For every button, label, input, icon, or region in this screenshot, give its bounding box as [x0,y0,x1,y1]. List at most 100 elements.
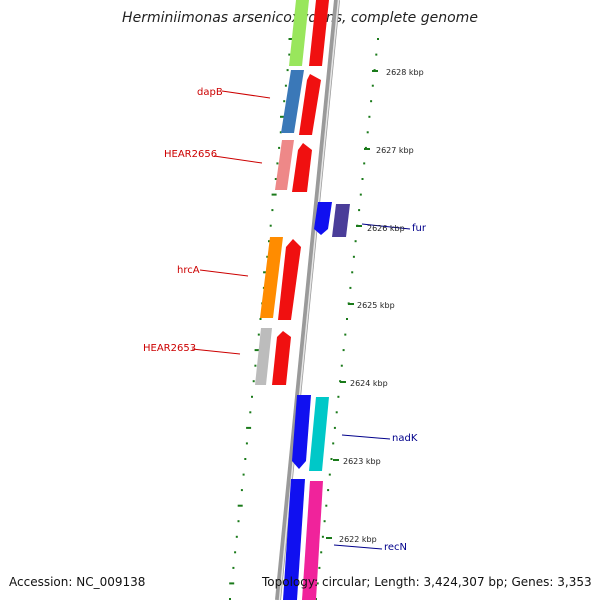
left-tick-18 [259,318,262,320]
genome-backbone [275,0,340,600]
left-tick-34 [232,566,235,569]
genome-backbone-highlight [278,0,340,600]
gene-label-dapb: dapB [197,87,223,98]
left-tick-11 [271,209,274,212]
scale-label-2626: 2626 kbp [367,224,405,233]
feature-nadk-blue-arrow[interactable] [292,395,311,469]
feature-hear2656-pink[interactable] [275,140,294,190]
right-tick-7 [364,146,367,149]
scale-label-2624: 2624 kbp [350,379,388,388]
right-tick-35 [316,582,319,585]
right-tick-3 [371,84,374,87]
right-tick-31 [323,520,326,523]
left-tick-28 [242,473,245,476]
right-tick-29 [327,489,330,492]
right-tick-23 [337,395,340,398]
left-tick-36 [229,598,231,600]
scale-label-2625: 2625 kbp [357,301,395,310]
gene-label-recn: recN [384,542,407,553]
left-tick-20 [254,349,260,352]
right-tick-9 [361,178,364,180]
left-tick-8 [276,162,279,165]
right-tick-26 [332,442,335,445]
feature-nadk-cyan[interactable] [309,397,329,471]
left-tick-25 [246,426,252,429]
right-tick-27 [330,458,333,460]
left-tick-24 [249,411,252,414]
left-tick-4 [283,100,286,103]
left-tick-33 [234,551,237,554]
left-tick-15 [263,271,269,274]
feature-hear2653-red-arrow[interactable] [272,331,291,385]
feature-dapb-red-arrow[interactable] [299,74,321,135]
right-tick-18 [346,318,348,320]
topology-label: Topology: circular; Length: 3,424,307 bp… [262,575,592,589]
feature-recn-blue[interactable] [283,479,305,600]
left-tick-21 [254,364,257,367]
right-tick-20 [342,349,345,352]
left-tick-2 [286,69,289,72]
right-tick-21 [340,364,343,367]
gene-label-hrca: hrcA [177,265,200,276]
scale-label-2627: 2627 kbp [376,146,414,155]
right-tick-33 [320,551,323,554]
right-tick-8 [363,162,366,165]
feature-dapb-blue[interactable] [281,70,304,133]
left-tick-26 [245,442,248,445]
gene-label-hear2653: HEAR2653 [143,343,196,354]
right-tick-11 [358,209,361,212]
left-tick-10 [271,193,277,196]
right-tick-4 [370,100,373,103]
left-tick-13 [268,240,270,243]
left-tick-0 [288,38,294,40]
left-tick-7 [278,146,281,149]
left-tick-30 [237,504,243,507]
right-tick-15 [351,271,354,274]
left-tick-22 [252,380,255,383]
feature-recn-magenta[interactable] [302,481,323,600]
right-tick-28 [328,473,331,476]
right-tick-14 [352,255,355,258]
left-tick-1 [288,53,291,56]
right-tick-30 [325,504,328,507]
scale-label-2623: 2623 kbp [343,457,381,466]
left-tick-12 [269,224,272,227]
right-tick-25 [333,426,336,429]
left-tick-31 [237,520,240,523]
right-tick-16 [349,286,352,289]
feature-hrca-orange[interactable] [260,237,283,318]
right-tick-13 [354,240,357,243]
left-tick-3 [284,84,287,87]
left-tick-19 [257,333,260,336]
left-tick-35 [229,582,235,585]
accession-label: Accession: NC_009138 [9,575,146,589]
gene-label-hear2656: HEAR2656 [164,149,217,160]
scale-label-2622: 2622 kbp [339,535,377,544]
left-tick-14 [266,255,269,258]
right-tick-0 [377,38,379,40]
left-tick-29 [240,489,243,492]
feature-hear2653-grey[interactable] [255,328,272,385]
right-tick-5 [368,115,371,118]
right-tick-10 [359,193,362,196]
right-tick-6 [366,131,369,134]
left-tick-9 [274,178,277,180]
feature-top-red[interactable] [309,0,329,66]
feature-fur-blue-arrow[interactable] [314,202,332,235]
left-tick-5 [280,115,285,118]
gene-label-nadk: nadK [392,433,418,444]
left-tick-6 [279,131,282,134]
left-tick-32 [235,535,238,538]
feature-hear2656-red-arrow[interactable] [292,143,312,192]
right-tick-32 [321,535,324,538]
feature-fur-navy[interactable] [332,204,350,237]
right-tick-24 [335,411,338,414]
left-tick-23 [251,395,253,398]
left-tick-27 [244,458,247,460]
right-tick-1 [375,53,378,56]
feature-hrca-red-arrow[interactable] [278,239,301,320]
gene-label-fur: fur [412,223,427,234]
scale-label-2628: 2628 kbp [386,68,424,77]
right-tick-19 [344,333,347,336]
feature-top-green[interactable] [289,0,309,66]
